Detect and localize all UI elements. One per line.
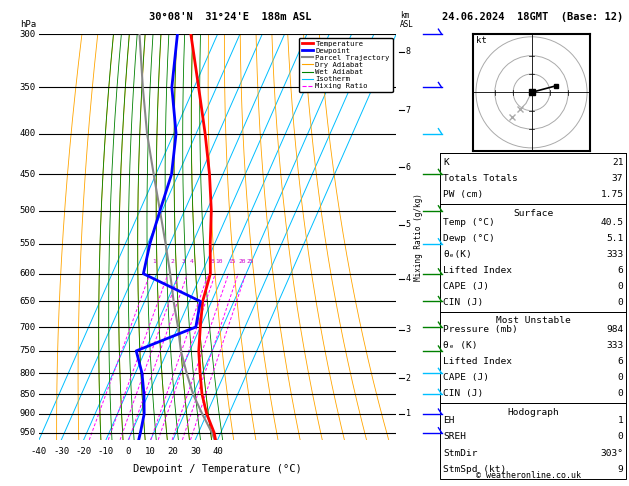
Text: 9: 9 — [618, 465, 623, 473]
Text: 20: 20 — [238, 260, 246, 264]
Text: StmDir: StmDir — [443, 449, 478, 457]
Text: km
ASL: km ASL — [400, 11, 414, 29]
Text: 2: 2 — [170, 260, 174, 264]
Text: K: K — [443, 158, 449, 167]
Text: -30: -30 — [53, 447, 69, 456]
Text: 4: 4 — [190, 260, 194, 264]
Text: 6: 6 — [406, 163, 411, 172]
Legend: Temperature, Dewpoint, Parcel Trajectory, Dry Adiabat, Wet Adiabat, Isotherm, Mi: Temperature, Dewpoint, Parcel Trajectory… — [299, 37, 392, 92]
Text: 500: 500 — [19, 206, 36, 215]
Text: hPa: hPa — [19, 20, 36, 29]
Text: 700: 700 — [19, 323, 36, 331]
Text: Hodograph: Hodograph — [507, 408, 559, 417]
Text: 3: 3 — [406, 326, 411, 334]
Text: 333: 333 — [606, 250, 623, 259]
Text: 2: 2 — [406, 374, 411, 383]
Text: 4: 4 — [406, 275, 411, 283]
Text: -20: -20 — [75, 447, 92, 456]
Text: Totals Totals: Totals Totals — [443, 174, 518, 183]
Text: 40: 40 — [212, 447, 223, 456]
Text: 350: 350 — [19, 83, 36, 92]
Text: Temp (°C): Temp (°C) — [443, 218, 495, 226]
Text: SREH: SREH — [443, 433, 467, 441]
Text: Lifted Index: Lifted Index — [443, 266, 513, 275]
Text: 300: 300 — [19, 30, 36, 38]
Text: 0: 0 — [618, 389, 623, 398]
Text: 8: 8 — [406, 48, 411, 56]
Text: Dewpoint / Temperature (°C): Dewpoint / Temperature (°C) — [133, 464, 302, 474]
Text: 24.06.2024  18GMT  (Base: 12): 24.06.2024 18GMT (Base: 12) — [442, 12, 624, 22]
Text: 6: 6 — [618, 357, 623, 366]
Text: Lifted Index: Lifted Index — [443, 357, 513, 366]
Text: Surface: Surface — [513, 208, 553, 218]
Text: Dewp (°C): Dewp (°C) — [443, 234, 495, 243]
Text: 8: 8 — [211, 260, 214, 264]
Text: 0: 0 — [126, 447, 131, 456]
Text: CAPE (J): CAPE (J) — [443, 282, 489, 291]
Text: 40.5: 40.5 — [600, 218, 623, 226]
Text: 0: 0 — [618, 433, 623, 441]
Text: © weatheronline.co.uk: © weatheronline.co.uk — [476, 471, 581, 480]
Text: -40: -40 — [31, 447, 47, 456]
Text: 3: 3 — [182, 260, 186, 264]
Text: 333: 333 — [606, 341, 623, 350]
Text: 550: 550 — [19, 239, 36, 248]
Text: 30: 30 — [190, 447, 201, 456]
Text: 400: 400 — [19, 129, 36, 138]
Text: StmSpd (kt): StmSpd (kt) — [443, 465, 507, 473]
Text: 900: 900 — [19, 409, 36, 418]
Text: 984: 984 — [606, 325, 623, 334]
Text: 7: 7 — [406, 106, 411, 115]
Text: 750: 750 — [19, 347, 36, 355]
Text: 37: 37 — [612, 174, 623, 183]
Text: 850: 850 — [19, 390, 36, 399]
Text: 5.1: 5.1 — [606, 234, 623, 243]
Text: 25: 25 — [246, 260, 253, 264]
Text: 5: 5 — [406, 220, 411, 229]
Text: PW (cm): PW (cm) — [443, 191, 484, 199]
Text: 21: 21 — [612, 158, 623, 167]
Text: 10: 10 — [216, 260, 223, 264]
Text: CAPE (J): CAPE (J) — [443, 373, 489, 382]
Text: EH: EH — [443, 417, 455, 425]
Text: 15: 15 — [229, 260, 237, 264]
Text: 30°08'N  31°24'E  188m ASL: 30°08'N 31°24'E 188m ASL — [149, 12, 311, 22]
Text: 950: 950 — [19, 428, 36, 437]
Text: 1: 1 — [406, 409, 411, 418]
Text: Mixing Ratio (g/kg): Mixing Ratio (g/kg) — [414, 193, 423, 281]
Text: θₑ(K): θₑ(K) — [443, 250, 472, 259]
Text: 0: 0 — [618, 298, 623, 307]
Text: CIN (J): CIN (J) — [443, 389, 484, 398]
Text: 1: 1 — [618, 417, 623, 425]
Text: 6: 6 — [618, 266, 623, 275]
Text: 1.75: 1.75 — [600, 191, 623, 199]
Text: θₑ (K): θₑ (K) — [443, 341, 478, 350]
Text: 800: 800 — [19, 369, 36, 378]
Text: 20: 20 — [167, 447, 179, 456]
Text: CIN (J): CIN (J) — [443, 298, 484, 307]
Text: Pressure (mb): Pressure (mb) — [443, 325, 518, 334]
Text: 0: 0 — [618, 373, 623, 382]
Text: 600: 600 — [19, 269, 36, 278]
Text: 0: 0 — [618, 282, 623, 291]
Text: 650: 650 — [19, 297, 36, 306]
Text: 450: 450 — [19, 170, 36, 179]
Text: -10: -10 — [98, 447, 114, 456]
Text: 303°: 303° — [600, 449, 623, 457]
Text: 10: 10 — [145, 447, 156, 456]
Text: Most Unstable: Most Unstable — [496, 316, 571, 325]
Text: kt: kt — [476, 36, 487, 46]
Text: 1: 1 — [152, 260, 156, 264]
